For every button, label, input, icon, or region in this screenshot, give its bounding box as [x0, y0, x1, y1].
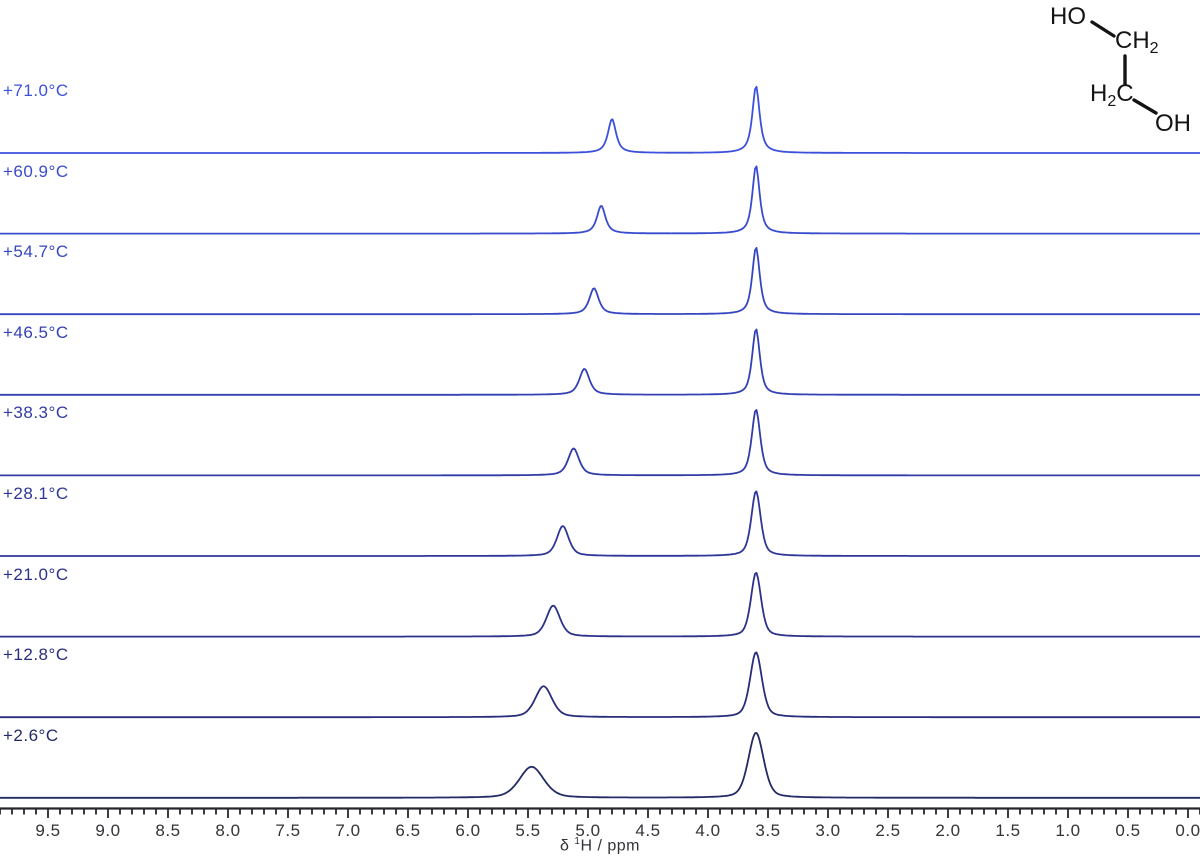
- molecule-label-ch2: CH2: [1115, 28, 1159, 61]
- molecule-bond: [1090, 20, 1116, 38]
- temperature-label: +21.0°C: [3, 564, 69, 584]
- x-tick-label: 3.0: [815, 821, 841, 840]
- molecule-label-part: HO: [1050, 3, 1086, 30]
- x-tick-label: 6.5: [395, 821, 421, 840]
- molecule-label-h2c: H2C: [1090, 81, 1134, 114]
- spectrum-curve-4: [0, 328, 1200, 396]
- x-tick-label: 6.0: [455, 821, 481, 840]
- spectrum-curve-7: [0, 572, 1200, 638]
- temperature-label: +46.5°C: [3, 322, 69, 342]
- x-tick-label: 4.0: [695, 821, 721, 840]
- molecule-label-part: H: [1090, 80, 1108, 107]
- x-axis-label-delta: δ: [560, 837, 575, 855]
- x-tick-label: 5.0: [575, 821, 601, 840]
- x-tick-label: 9.5: [35, 821, 61, 840]
- x-tick-label: 7.5: [275, 821, 301, 840]
- temperature-label: +38.3°C: [3, 403, 69, 423]
- temperature-label: +2.6°C: [3, 725, 59, 745]
- molecule-label-oh-bottom: OH: [1155, 111, 1191, 136]
- x-tick-label: 8.0: [215, 821, 241, 840]
- temperature-label: +54.7°C: [3, 242, 69, 262]
- temperature-label: +60.9°C: [3, 161, 69, 181]
- x-tick-label: 5.5: [515, 821, 541, 840]
- molecule-label-part: CH: [1115, 27, 1150, 54]
- molecule-bond: [1132, 98, 1158, 115]
- x-tick-label: 2.5: [875, 821, 901, 840]
- x-tick-label: 7.0: [335, 821, 361, 840]
- molecule-label-part: OH: [1155, 110, 1191, 137]
- x-tick-label: 1.5: [995, 821, 1021, 840]
- x-tick-label: 1.0: [1055, 821, 1081, 840]
- temperature-label: +28.1°C: [3, 484, 69, 503]
- x-tick-label: 4.5: [635, 821, 661, 840]
- spectrum-curve-2: [0, 165, 1200, 235]
- x-tick-label: 0.0: [1175, 821, 1200, 840]
- spectrum-curve-3: [0, 247, 1200, 316]
- molecule-label-part: 2: [1149, 40, 1159, 57]
- spectrum-curve-9: [0, 732, 1200, 799]
- x-tick-label: 9.0: [95, 821, 121, 840]
- molecule-label-ho-top: HO: [1050, 4, 1086, 29]
- x-axis-label-sup: 1: [574, 836, 581, 847]
- molecule-label-part: 2: [1107, 93, 1117, 110]
- temperature-label: +12.8°C: [3, 645, 69, 665]
- x-axis-label: δ 1H / ppm: [500, 836, 700, 855]
- x-axis-label-rest: H / ppm: [580, 837, 640, 855]
- x-tick-label: 2.0: [935, 821, 961, 840]
- x-tick-label: 3.5: [755, 821, 781, 840]
- molecule-label-part: C: [1116, 80, 1134, 107]
- spectrum-curve-6: [0, 490, 1200, 557]
- spectrum-curve-5: [0, 409, 1200, 477]
- x-tick-label: 8.5: [155, 821, 181, 840]
- temperature-label: +71.0°C: [3, 81, 69, 100]
- spectrum-curve-1: [0, 85, 1200, 154]
- spectrum-curve-8: [0, 651, 1200, 719]
- x-tick-label: 0.5: [1115, 821, 1141, 840]
